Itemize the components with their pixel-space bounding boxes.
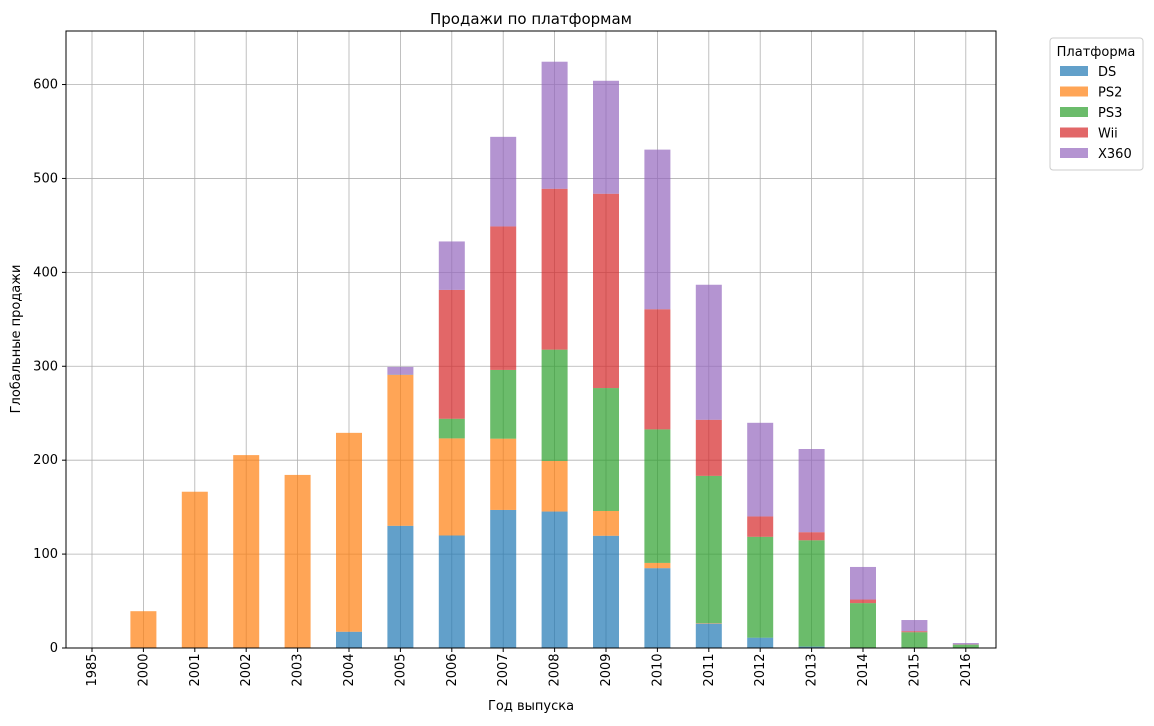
x-tick-label: 2009 [599, 653, 614, 686]
x-tick-label: 2001 [188, 653, 203, 686]
x-tick-label: 2008 [548, 653, 563, 686]
x-tick-label: 1985 [85, 653, 100, 686]
legend-label-ds: DS [1098, 65, 1116, 80]
bar-ps2-2009 [593, 511, 619, 536]
bar-ps2-2008 [542, 461, 568, 512]
bar-ds-2012 [747, 638, 773, 648]
bar-ps2-2000 [130, 611, 156, 648]
bar-ps3-2011 [696, 476, 722, 623]
legend: Платформа DS PS2 PS3 Wii X360 [1050, 38, 1143, 170]
legend-swatch-x360 [1060, 148, 1088, 158]
bar-ds-2004 [336, 632, 362, 648]
bar-ds-2011 [696, 624, 722, 648]
bar-wii-2012 [747, 516, 773, 536]
legend-swatch-ds [1060, 66, 1088, 76]
bar-ps3-2006 [439, 419, 465, 439]
bar-x360-2014 [850, 567, 876, 600]
bar-x360-2013 [799, 449, 825, 532]
y-tick-label: 0 [50, 641, 58, 656]
y-tick-label: 200 [33, 453, 58, 468]
bar-x360-2011 [696, 285, 722, 420]
legend-swatch-ps2 [1060, 87, 1088, 97]
x-axis-label: Год выпуска [488, 699, 574, 714]
bar-ps3-2013 [799, 540, 825, 646]
legend-swatch-ps3 [1060, 107, 1088, 117]
legend-swatch-wii [1060, 128, 1088, 138]
bar-ps2-2007 [490, 439, 516, 510]
x-tick-label: 2005 [393, 653, 408, 686]
bar-x360-2012 [747, 423, 773, 517]
bar-wii-2009 [593, 194, 619, 388]
chart-title: Продажи по платформам [430, 10, 632, 28]
bar-ps3-2015 [901, 632, 927, 648]
bar-ps2-2004 [336, 433, 362, 632]
x-tick-label: 2000 [136, 653, 151, 686]
bar-ps3-2008 [542, 350, 568, 461]
x-tick-label: 2013 [805, 653, 820, 686]
bar-x360-2016 [953, 643, 979, 644]
bar-ds-2006 [439, 535, 465, 648]
x-tick-label: 2006 [445, 653, 460, 686]
y-tick-label: 600 [33, 78, 58, 93]
bar-wii-2006 [439, 290, 465, 419]
x-tick-label: 2014 [856, 653, 871, 686]
bar-ds-2005 [387, 526, 413, 648]
x-tick-label: 2003 [291, 653, 306, 686]
bar-wii-2007 [490, 226, 516, 369]
x-tick-label: 2010 [650, 653, 665, 686]
x-tick-label: 2004 [342, 653, 357, 686]
bar-ps2-2001 [182, 492, 208, 648]
bar-ps3-2012 [747, 537, 773, 638]
bar-wii-2013 [799, 532, 825, 540]
legend-label-x360: X360 [1098, 147, 1132, 162]
bar-x360-2007 [490, 137, 516, 227]
bar-wii-2011 [696, 420, 722, 476]
y-tick-label: 500 [33, 171, 58, 186]
x-tick-label: 2016 [959, 653, 974, 686]
bar-wii-2015 [901, 631, 927, 632]
x-tick-label: 2011 [702, 653, 717, 686]
bar-x360-2005 [387, 367, 413, 375]
bar-ds-2007 [490, 510, 516, 648]
bar-ds-2008 [542, 512, 568, 648]
bar-ps2-2006 [439, 438, 465, 535]
legend-label-ps2: PS2 [1098, 86, 1122, 101]
bar-wii-2010 [644, 309, 670, 429]
bar-x360-2009 [593, 81, 619, 194]
bar-wii-2008 [542, 189, 568, 350]
bar-ps2-2003 [285, 475, 311, 648]
bar-wii-2014 [850, 600, 876, 604]
bar-ps3-2016 [953, 645, 979, 648]
y-tick-label: 400 [33, 265, 58, 280]
bar-ds-2009 [593, 536, 619, 648]
y-tick-label: 300 [33, 359, 58, 374]
y-tick-label: 100 [33, 547, 58, 562]
bar-ps2-2005 [387, 375, 413, 526]
bar-ps2-2002 [233, 455, 259, 648]
x-tick-label: 2007 [496, 653, 511, 686]
x-tick-label: 2012 [753, 653, 768, 686]
x-tick-label: 2015 [907, 653, 922, 686]
x-tick-label: 2002 [239, 653, 254, 686]
y-axis-label: Глобальные продажи [9, 265, 24, 414]
bar-ps3-2010 [644, 429, 670, 563]
legend-label-ps3: PS3 [1098, 106, 1122, 121]
bar-x360-2015 [901, 620, 927, 631]
legend-label-wii: Wii [1098, 127, 1118, 142]
bar-ps3-2009 [593, 388, 619, 511]
bar-ds-2010 [644, 568, 670, 648]
bar-x360-2006 [439, 241, 465, 289]
bar-ps3-2014 [850, 603, 876, 648]
bar-ps2-2010 [644, 563, 670, 568]
bar-ps3-2007 [490, 370, 516, 439]
bar-x360-2008 [542, 62, 568, 189]
bar-x360-2010 [644, 150, 670, 310]
legend-title: Платформа [1057, 45, 1136, 60]
